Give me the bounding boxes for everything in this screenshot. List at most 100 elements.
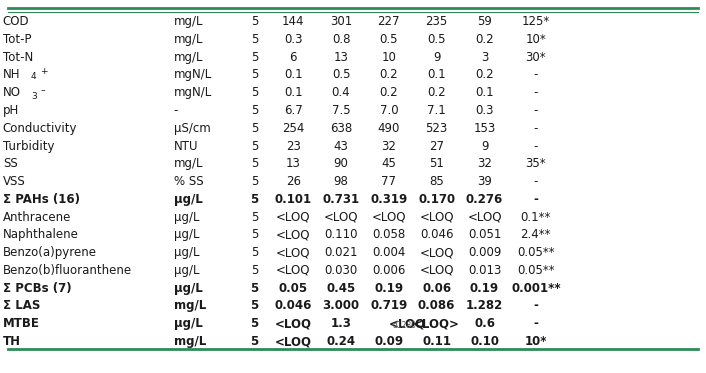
Text: -: - (534, 300, 538, 313)
Text: -: - (534, 86, 538, 99)
Text: 5: 5 (251, 211, 258, 224)
Text: 32: 32 (477, 157, 492, 170)
Text: -: - (534, 69, 538, 81)
Text: 3: 3 (481, 51, 488, 64)
Text: Conductivity: Conductivity (3, 122, 77, 135)
Text: Anthracene: Anthracene (3, 211, 71, 224)
Text: <LOQ: <LOQ (371, 211, 406, 224)
Text: 0.11: 0.11 (422, 335, 451, 348)
Text: 9: 9 (481, 140, 489, 153)
Text: 0.05**: 0.05** (517, 264, 555, 277)
Text: 5: 5 (251, 15, 258, 28)
Text: μS/cm: μS/cm (174, 122, 210, 135)
Text: <LOQ: <LOQ (419, 264, 454, 277)
Text: μg/L: μg/L (174, 282, 203, 295)
Text: 0.001**: 0.001** (511, 282, 561, 295)
Text: % SS: % SS (174, 175, 203, 188)
Text: 7.1: 7.1 (427, 104, 446, 117)
Text: 490: 490 (378, 122, 400, 135)
Text: 30*: 30* (525, 51, 546, 64)
Text: 0.719: 0.719 (370, 300, 407, 313)
Text: 9: 9 (433, 51, 441, 64)
Text: 0.5: 0.5 (427, 33, 446, 46)
Text: 0.051: 0.051 (468, 228, 501, 241)
Text: Σ PCBs (7): Σ PCBs (7) (3, 282, 71, 295)
Text: 90: 90 (334, 157, 349, 170)
Text: 4: 4 (31, 72, 37, 81)
Text: <LOQ>: <LOQ> (413, 317, 460, 330)
Text: 0.19: 0.19 (470, 282, 499, 295)
Text: 0.5: 0.5 (332, 69, 350, 81)
Text: <LOQ: <LOQ (389, 317, 426, 330)
Text: 0.046: 0.046 (420, 228, 453, 241)
Text: -: - (534, 317, 538, 330)
Text: 0.2: 0.2 (380, 69, 398, 81)
Text: –: – (40, 87, 44, 95)
Text: 0.1: 0.1 (427, 69, 446, 81)
Text: mg/L: mg/L (174, 15, 203, 28)
Text: <LOQ: <LOQ (275, 335, 312, 348)
Text: 27: 27 (429, 140, 444, 153)
Text: 1.282: 1.282 (466, 300, 503, 313)
Text: +: + (40, 67, 47, 76)
Text: -: - (534, 175, 538, 188)
Text: mg/L: mg/L (174, 335, 206, 348)
Text: μg/L: μg/L (174, 317, 203, 330)
Text: 0.45: 0.45 (326, 282, 356, 295)
Text: mgN/L: mgN/L (174, 86, 212, 99)
Text: 3: 3 (31, 92, 37, 101)
Text: 35*: 35* (525, 157, 546, 170)
Text: 3.000: 3.000 (323, 300, 359, 313)
Text: 0.24: 0.24 (326, 335, 356, 348)
Text: mg/L: mg/L (174, 33, 203, 46)
Text: 5: 5 (251, 228, 258, 241)
Text: SS: SS (3, 157, 18, 170)
Text: 0.1**: 0.1** (520, 211, 551, 224)
Text: 39: 39 (477, 175, 492, 188)
Text: d1280: d1280 (393, 321, 417, 330)
Text: 0.1: 0.1 (284, 86, 303, 99)
Text: 0.006: 0.006 (372, 264, 405, 277)
Text: 0.170: 0.170 (418, 193, 455, 206)
Text: μg/L: μg/L (174, 211, 199, 224)
Text: 5: 5 (251, 246, 258, 259)
Text: 301: 301 (330, 15, 352, 28)
Text: 7.5: 7.5 (332, 104, 350, 117)
Text: 638: 638 (330, 122, 352, 135)
Text: 0.030: 0.030 (325, 264, 358, 277)
Text: 85: 85 (429, 175, 444, 188)
Text: 0.004: 0.004 (372, 246, 405, 259)
Text: COD: COD (3, 15, 30, 28)
Text: 5: 5 (251, 51, 258, 64)
Text: MTBE: MTBE (3, 317, 40, 330)
Text: 0.6: 0.6 (474, 317, 495, 330)
Text: 51: 51 (429, 157, 444, 170)
Text: <LOQ: <LOQ (419, 246, 454, 259)
Text: 23: 23 (286, 140, 301, 153)
Text: 5: 5 (251, 157, 258, 170)
Text: 0.101: 0.101 (275, 193, 312, 206)
Text: mg/L: mg/L (174, 51, 203, 64)
Text: 0.009: 0.009 (468, 246, 501, 259)
Text: 6.7: 6.7 (284, 104, 303, 117)
Text: 153: 153 (474, 122, 496, 135)
Text: μg/L: μg/L (174, 264, 199, 277)
Text: Naphthalene: Naphthalene (3, 228, 78, 241)
Text: 0.2: 0.2 (380, 86, 398, 99)
Text: -: - (534, 104, 538, 117)
Text: 0.09: 0.09 (374, 335, 403, 348)
Text: 0.8: 0.8 (332, 33, 350, 46)
Text: 6: 6 (289, 51, 297, 64)
Text: VSS: VSS (3, 175, 25, 188)
Text: 2.4**: 2.4** (520, 228, 551, 241)
Text: 26: 26 (286, 175, 301, 188)
Text: 235: 235 (426, 15, 448, 28)
Text: Tot-N: Tot-N (3, 51, 33, 64)
Text: 10*: 10* (525, 33, 546, 46)
Text: 32: 32 (381, 140, 396, 153)
Text: 254: 254 (282, 122, 304, 135)
Text: 98: 98 (334, 175, 349, 188)
Text: 0.086: 0.086 (418, 300, 455, 313)
Text: -: - (534, 140, 538, 153)
Text: Benzo(b)fluoranthene: Benzo(b)fluoranthene (3, 264, 132, 277)
